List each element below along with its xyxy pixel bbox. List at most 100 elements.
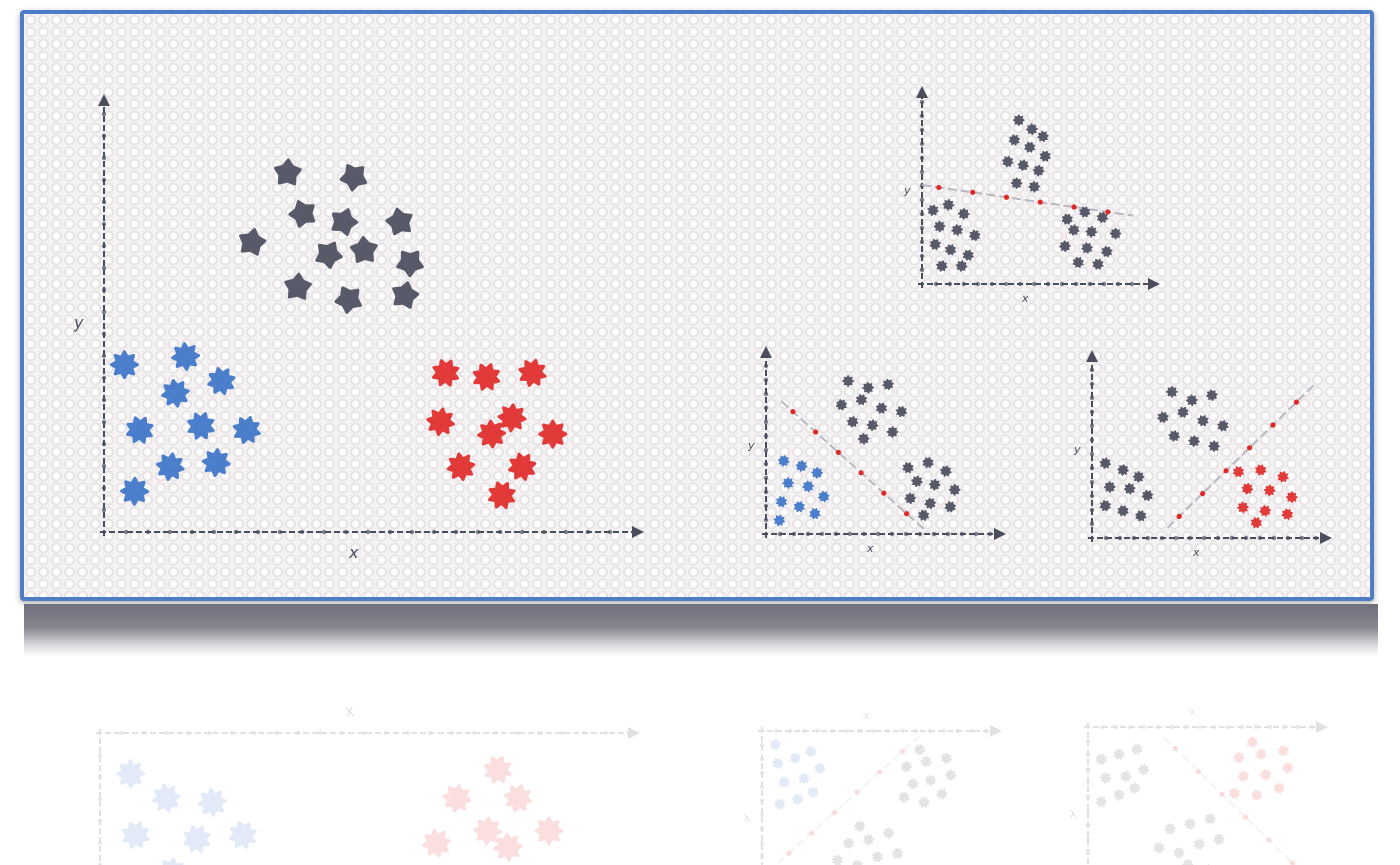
data-point-points-top (851, 859, 863, 865)
data-point-points-blue (789, 752, 801, 764)
data-point-points-right (1068, 224, 1080, 236)
decision-boundary-line (780, 400, 925, 530)
data-point-points-red (1237, 770, 1250, 782)
x-axis-tick (913, 728, 919, 734)
y-axis-tick (101, 397, 107, 403)
x-axis-tick (229, 730, 235, 736)
x-axis-label: x (348, 543, 359, 562)
small-plot-top-right: xy (903, 86, 1160, 305)
y-axis-tick (763, 489, 769, 495)
data-point-points-top (1028, 181, 1040, 193)
data-point-points-red (1250, 517, 1262, 529)
data-point-points-left (1120, 770, 1132, 783)
boundary-marker (1037, 199, 1043, 205)
data-point-points-red (1255, 748, 1267, 760)
scatter-figure: xy xy xy xy (73, 86, 1332, 562)
y-axis-tick (1085, 850, 1091, 856)
data-point-points-red (1277, 471, 1289, 483)
y-axis-arrow (1086, 350, 1098, 362)
x-axis-tick (1299, 535, 1305, 541)
data-point-points-blue (769, 738, 781, 751)
x-axis-tick (1253, 724, 1259, 730)
data-point-class-c (472, 363, 501, 391)
data-point-points-top (1197, 415, 1209, 427)
data-point-class-c (518, 358, 547, 387)
boundary-marker (1172, 746, 1178, 752)
x-axis-tick (899, 728, 905, 734)
small-plot-bottom-right: xy (1073, 350, 1332, 559)
data-point-points-left (1099, 500, 1111, 512)
x-axis-tick (1103, 535, 1109, 541)
data-point-points-right (918, 509, 930, 521)
data-point-class-a (232, 416, 261, 444)
data-point-points-blue (791, 793, 804, 805)
data-point-points-left (969, 229, 981, 242)
data-point-points-left (1117, 505, 1129, 517)
data-point-points-top (1032, 164, 1045, 177)
data-point-points-top (1164, 823, 1176, 835)
x-axis-tick (405, 730, 411, 736)
data-point-points-blue (795, 460, 808, 472)
x-axis-tick (815, 728, 821, 734)
data-point-points-right (924, 497, 936, 510)
x-axis-tick (805, 531, 811, 537)
data-point-points-blue (773, 514, 785, 527)
y-axis-tick (763, 475, 769, 481)
decision-boundary-line (921, 184, 1134, 217)
y-axis-tick (1085, 780, 1091, 786)
y-axis-tick (919, 155, 925, 161)
y-axis-tick (97, 796, 103, 802)
x-axis-tick (1087, 281, 1093, 287)
decision-boundary-line (776, 735, 921, 865)
boundary-marker (936, 184, 942, 191)
x-axis-tick (1017, 281, 1023, 287)
y-axis-tick (1089, 409, 1095, 415)
data-point-points-red (1237, 501, 1249, 514)
data-point-points-right (1079, 206, 1091, 218)
x-axis-tick (829, 728, 835, 734)
y-axis-tick (763, 503, 769, 509)
y-axis-tick (919, 239, 925, 245)
x-axis-tick (1031, 281, 1037, 287)
small-plot-bottom-right: xy (1069, 706, 1328, 865)
x-axis-tick (189, 529, 195, 535)
x-axis-tick (833, 531, 839, 537)
x-axis-tick (773, 728, 779, 734)
data-point-points-blue (778, 776, 790, 788)
data-point-points-left (1128, 782, 1141, 794)
data-point-points-top (1168, 430, 1180, 442)
data-point-points-top (1153, 842, 1165, 854)
data-point-class-c (432, 359, 460, 387)
decision-boundary-line (1166, 384, 1315, 529)
data-point-points-top (1206, 389, 1218, 401)
y-axis-tick (1085, 836, 1091, 842)
data-point-points-red (1251, 789, 1263, 801)
boundary-marker (903, 511, 910, 517)
y-axis-tick (759, 840, 765, 846)
data-point-points-top (1037, 130, 1049, 143)
x-axis-tick (541, 529, 547, 535)
data-point-class-a (109, 350, 139, 380)
data-point-points-top (862, 382, 874, 394)
y-axis-tick (101, 463, 107, 469)
data-point-points-left (1132, 471, 1145, 483)
data-point-class-a (122, 821, 150, 849)
data-point-points-red (1246, 736, 1258, 748)
x-axis-tick (1239, 724, 1245, 730)
frame-reflection: xy xy xy xy (20, 660, 1374, 865)
boundary-marker (858, 470, 864, 476)
y-axis-tick (101, 441, 107, 447)
data-point-class-c (504, 784, 533, 813)
y-axis-tick (1085, 808, 1091, 814)
boundary-marker (1003, 194, 1010, 200)
data-point-points-top (1002, 156, 1014, 168)
data-point-points-top (882, 827, 895, 839)
data-point-class-c (493, 832, 523, 862)
data-point-points-blue (805, 745, 817, 757)
data-point-points-red (1255, 464, 1267, 476)
data-point-points-left (929, 238, 941, 250)
x-axis-tick (1197, 724, 1203, 730)
data-point-points-right (920, 755, 932, 768)
x-axis-tick (1229, 535, 1235, 541)
x-axis-tick (975, 281, 981, 287)
